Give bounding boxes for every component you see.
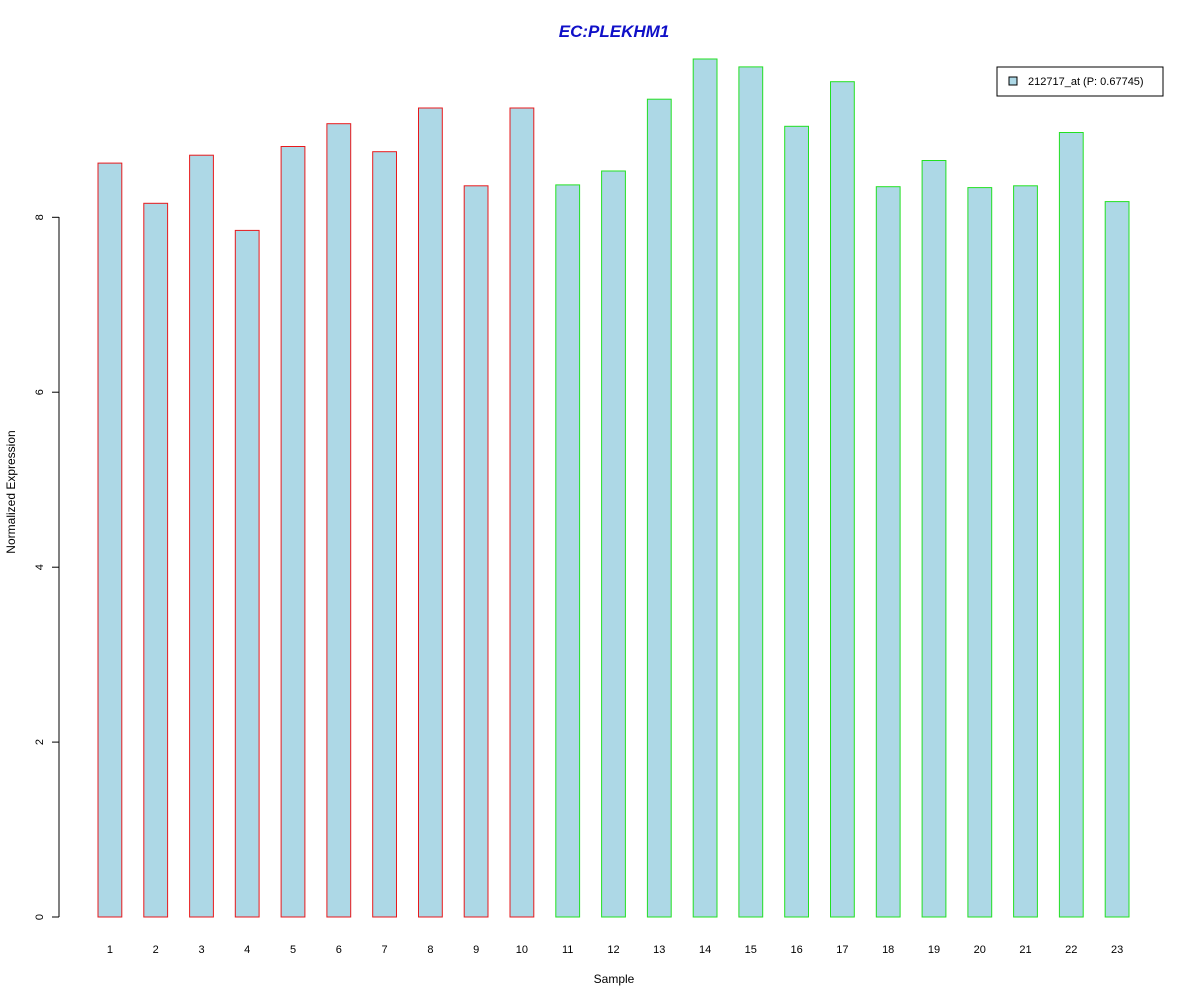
bar-sample-18 bbox=[875, 186, 901, 918]
bar-sample-4 bbox=[234, 229, 260, 918]
bar-sample-15 bbox=[738, 66, 764, 918]
bar-sample-22 bbox=[1058, 132, 1084, 918]
bar-sample-17 bbox=[830, 81, 855, 918]
bar-sample-19 bbox=[921, 160, 947, 918]
bar-sample-8 bbox=[418, 107, 443, 918]
bars-layer bbox=[97, 58, 1130, 918]
x-tick-label-14: 14 bbox=[699, 944, 711, 956]
bar-sample-20 bbox=[967, 187, 993, 918]
legend: 212717_at (P: 0.67745) bbox=[996, 66, 1164, 97]
bar-sample-11 bbox=[555, 184, 581, 918]
legend-box bbox=[996, 66, 1164, 97]
bar-sample-9 bbox=[463, 185, 489, 918]
x-tick-label-16: 16 bbox=[790, 944, 802, 956]
bar-sample-23 bbox=[1104, 201, 1130, 918]
x-tick-label-6: 6 bbox=[336, 944, 342, 956]
x-tick-label-18: 18 bbox=[882, 944, 894, 956]
x-tick-labels: 1 2 3 4 5 6 7 8 9 10 11 12 13 14 15 16 17 18 19 20 21 22 23 bbox=[107, 944, 1123, 956]
x-tick-label-9: 9 bbox=[473, 944, 479, 956]
x-tick-label-10: 10 bbox=[516, 944, 528, 956]
y-tick-label-8: 8 bbox=[34, 214, 46, 220]
bar-sample-1 bbox=[97, 162, 123, 918]
bar-sample-10 bbox=[509, 107, 535, 918]
x-tick-label-17: 17 bbox=[836, 944, 848, 956]
y-tick-label-6: 6 bbox=[34, 389, 46, 395]
y-tick-label-0: 0 bbox=[34, 914, 46, 920]
bar-sample-16 bbox=[784, 125, 810, 918]
y-axis: 0 2 4 6 8 bbox=[34, 214, 60, 920]
x-tick-label-20: 20 bbox=[974, 944, 986, 956]
x-tick-label-2: 2 bbox=[153, 944, 159, 956]
legend-label: 212717_at (P: 0.67745) bbox=[1028, 76, 1144, 88]
x-tick-label-22: 22 bbox=[1065, 944, 1077, 956]
bar-sample-6 bbox=[326, 123, 352, 918]
x-axis-label: Sample bbox=[594, 972, 635, 986]
x-tick-label-11: 11 bbox=[562, 944, 573, 956]
x-tick-label-1: 1 bbox=[107, 944, 113, 956]
x-tick-label-7: 7 bbox=[382, 944, 388, 956]
bar-sample-12 bbox=[601, 170, 626, 918]
x-tick-label-13: 13 bbox=[653, 944, 665, 956]
chart-title: EC:PLEKHM1 bbox=[559, 22, 670, 41]
bar-sample-21 bbox=[1013, 185, 1038, 918]
legend-swatch bbox=[1008, 76, 1018, 86]
x-tick-label-23: 23 bbox=[1111, 944, 1123, 956]
x-tick-label-5: 5 bbox=[290, 944, 296, 956]
bar-sample-5 bbox=[280, 146, 306, 918]
x-tick-label-21: 21 bbox=[1019, 944, 1031, 956]
bar-sample-2 bbox=[143, 202, 169, 918]
bar-sample-3 bbox=[189, 154, 214, 918]
x-tick-label-19: 19 bbox=[928, 944, 940, 956]
x-tick-label-15: 15 bbox=[745, 944, 757, 956]
x-tick-label-3: 3 bbox=[198, 944, 204, 956]
y-axis-label: Normalized Expression bbox=[4, 430, 18, 553]
bar-sample-14 bbox=[692, 58, 718, 918]
x-tick-label-4: 4 bbox=[244, 944, 250, 956]
y-tick-label-4: 4 bbox=[34, 564, 46, 570]
x-tick-label-8: 8 bbox=[427, 944, 433, 956]
bar-sample-7 bbox=[372, 151, 398, 918]
x-tick-label-12: 12 bbox=[607, 944, 619, 956]
y-tick-label-2: 2 bbox=[34, 739, 46, 745]
bar-sample-13 bbox=[646, 98, 672, 918]
